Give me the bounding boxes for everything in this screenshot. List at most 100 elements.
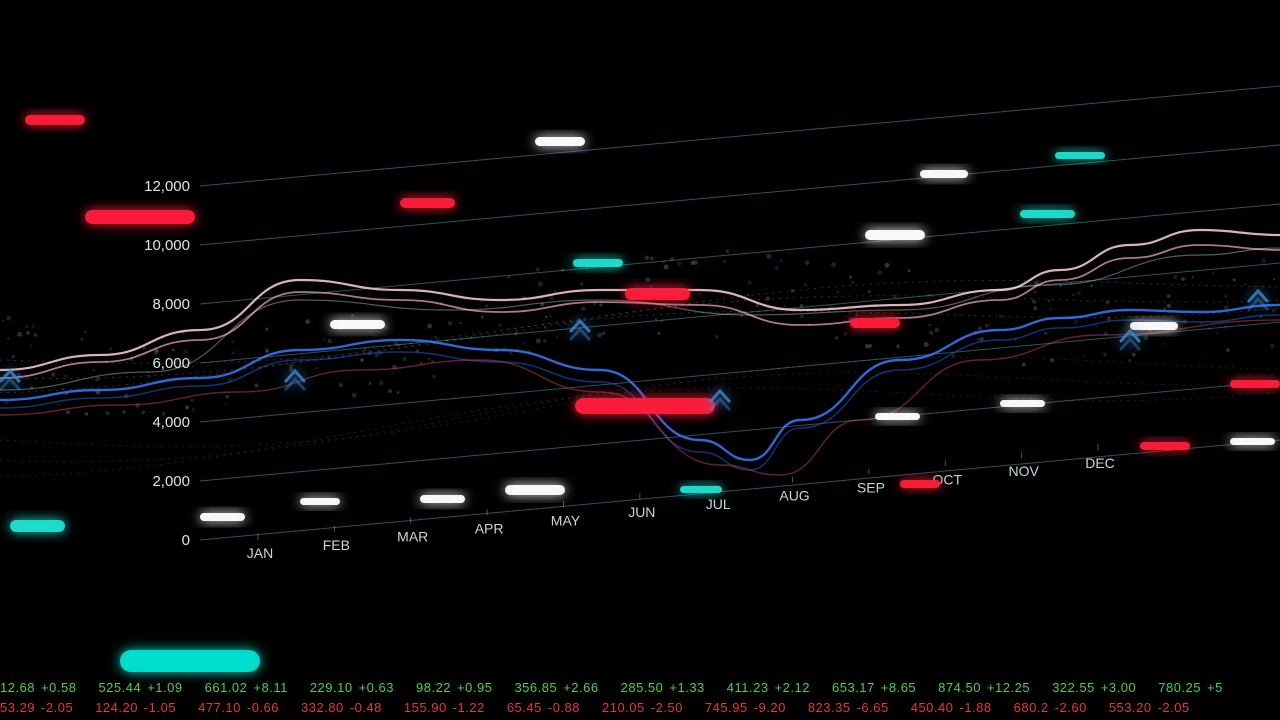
chevron-up-icon [711, 391, 729, 409]
chevron-up-icon [1, 371, 19, 389]
neon-bar [573, 259, 623, 267]
ticker-value: 356.85 [514, 680, 557, 695]
x-axis-label: MAY [551, 512, 581, 528]
ticker-change: +5 [1207, 680, 1223, 695]
ticker-row-gains: 12.68 +0.58 525.44 +1.09 661.02 +8.11 229.10 +0… [0, 680, 1280, 700]
ticker-value: 53.29 [0, 700, 35, 715]
y-axis-label: 12,000 [144, 178, 190, 195]
x-axis-label: APR [475, 520, 504, 536]
series-line-s3 [0, 305, 1280, 460]
x-axis-label: MAR [397, 529, 428, 545]
x-axis-label: SEP [857, 480, 885, 496]
ticker-value: 653.17 [832, 680, 875, 695]
dotted-trail [0, 296, 1278, 379]
ticker-value: 155.90 [404, 700, 447, 715]
series-line-s6 [0, 248, 1280, 390]
x-axis-label: NOV [1008, 463, 1039, 479]
ticker-change: -2.60 [1055, 700, 1087, 715]
dotted-trail [0, 308, 1278, 393]
neon-bar [535, 137, 585, 146]
ticker-value: 661.02 [205, 680, 248, 695]
neon-bar [680, 486, 722, 493]
gridline [200, 86, 1280, 186]
x-axis-label: DEC [1085, 455, 1115, 471]
ticker-change: -1.88 [959, 700, 991, 715]
ticker-change: +3.00 [1101, 680, 1136, 695]
ticker-row-losses: 53.29-2.05124.20-1.05477.10-0.66332.80-0… [0, 700, 1280, 720]
neon-bar [10, 520, 65, 532]
x-axis-label: JUL [706, 496, 731, 512]
ticker-value: 745.95 [705, 700, 748, 715]
neon-bar [920, 170, 968, 178]
neon-bar [1000, 400, 1045, 407]
neon-bar [200, 513, 245, 521]
ticker-value: 680.2 [1014, 700, 1049, 715]
x-axis-label: JUN [628, 504, 655, 520]
financial-chart: 02,0004,0006,0008,00010,00012,000JANFEBM… [0, 0, 1280, 720]
neon-bar [1020, 210, 1075, 218]
ticker-value: 98.22 [416, 680, 451, 695]
ticker-change: +0.58 [41, 680, 76, 695]
ticker-value: 874.50 [938, 680, 981, 695]
ticker-value: 210.05 [602, 700, 645, 715]
ticker-value: 780.25 [1158, 680, 1201, 695]
ticker-change: -1.22 [453, 700, 485, 715]
neon-bar [865, 230, 925, 240]
y-axis-label: 8,000 [152, 296, 190, 313]
ticker-value: 65.45 [507, 700, 542, 715]
neon-bar [1055, 152, 1105, 159]
chevron-up-icon [571, 321, 589, 339]
ticker-change: +1.09 [147, 680, 182, 695]
ticker-change: +8.11 [253, 680, 287, 695]
ticker-change: -0.88 [548, 700, 580, 715]
ticker-value: 285.50 [621, 680, 664, 695]
ticker-change: +0.63 [359, 680, 394, 695]
series-line-s5 [0, 320, 1280, 475]
ticker-change: +1.33 [669, 680, 704, 695]
ticker-change: +8.65 [881, 680, 916, 695]
ticker-value: 229.10 [310, 680, 353, 695]
neon-bar [300, 498, 340, 505]
neon-bar [1140, 442, 1190, 450]
ticker-change: +2.12 [775, 680, 810, 695]
neon-bar [85, 210, 195, 224]
y-axis-label: 0 [182, 532, 190, 549]
ticker-value: 322.55 [1052, 680, 1095, 695]
x-axis-label: FEB [323, 537, 350, 553]
ticker-change: -9.20 [754, 700, 786, 715]
gridline [200, 263, 1280, 363]
ticker-change: -2.50 [651, 700, 683, 715]
ticker-change: +2.66 [563, 680, 598, 695]
x-axis-label: JAN [247, 545, 273, 561]
neon-bar [420, 495, 465, 503]
ticker-value: 525.44 [98, 680, 141, 695]
chevron-up-icon [286, 371, 304, 389]
gridline [200, 440, 1280, 540]
ticker-change: +12.25 [987, 680, 1030, 695]
series-line-s2 [0, 245, 1280, 378]
ticker-change: -2.05 [41, 700, 73, 715]
gridline [200, 204, 1280, 304]
neon-bar [625, 288, 690, 300]
neon-bar [575, 398, 715, 414]
neon-bar [330, 320, 385, 329]
ticker-change: +0.95 [457, 680, 492, 695]
ticker-change: -0.66 [247, 700, 279, 715]
ticker-value: 477.10 [198, 700, 241, 715]
x-axis-label: AUG [779, 488, 809, 504]
ticker-change: -6.65 [857, 700, 889, 715]
neon-bar [1230, 438, 1275, 445]
neon-bar [400, 198, 455, 208]
y-axis-label: 10,000 [144, 237, 190, 254]
ticker-value: 332.80 [301, 700, 344, 715]
neon-bar [900, 480, 940, 488]
gridline [200, 145, 1280, 245]
ticker-value: 12.68 [0, 680, 35, 695]
ticker-value: 450.40 [911, 700, 954, 715]
gridline [200, 322, 1280, 422]
y-axis-label: 4,000 [152, 414, 190, 431]
neon-bar [875, 413, 920, 420]
ticker-value: 823.35 [808, 700, 851, 715]
neon-bar [1130, 322, 1178, 330]
ticker-change: -0.48 [350, 700, 382, 715]
